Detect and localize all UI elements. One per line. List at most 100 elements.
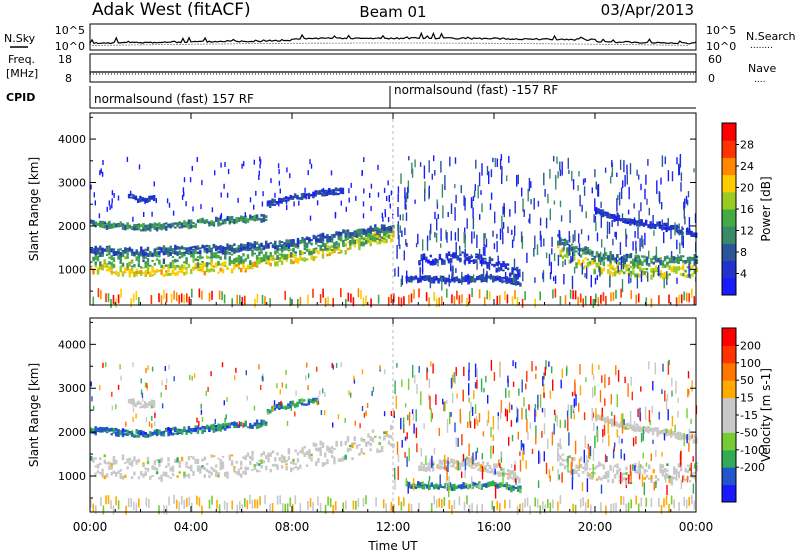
range-cell (150, 404, 153, 409)
range-cell (152, 402, 156, 408)
range-cell (385, 239, 388, 244)
range-cell (468, 259, 471, 264)
range-cell (324, 410, 326, 416)
range-cell (567, 461, 569, 473)
range-cell (635, 247, 637, 255)
range-cell (203, 474, 206, 478)
range-cell (258, 246, 261, 250)
range-cell (144, 251, 147, 256)
range-cell (458, 295, 461, 305)
range-cell (560, 379, 562, 389)
range-cell (326, 445, 329, 450)
range-cell (190, 253, 193, 258)
range-cell (595, 209, 598, 215)
range-cell (547, 438, 549, 449)
range-cell (94, 245, 97, 251)
range-cell (289, 297, 292, 307)
range-cell (643, 477, 646, 480)
range-cell (514, 225, 516, 236)
range-cell (174, 432, 177, 435)
range-cell (609, 464, 612, 469)
range-cell (112, 226, 116, 229)
range-cell (301, 240, 304, 243)
range-cell (500, 471, 503, 477)
range-cell (194, 258, 197, 261)
range-cell (305, 194, 307, 200)
range-cell (482, 431, 485, 437)
colorbar-tick-label: 16 (740, 203, 754, 216)
range-cell (654, 476, 658, 479)
range-cell (466, 461, 469, 466)
range-cell (140, 378, 142, 384)
range-cell (557, 254, 560, 266)
range-cell (367, 229, 370, 232)
range-cell (230, 215, 234, 221)
range-cell (371, 430, 375, 432)
range-cell (668, 261, 671, 264)
range-cell (169, 432, 172, 436)
range-cell (648, 361, 650, 370)
range-cell (667, 360, 670, 375)
range-cell (620, 422, 623, 428)
range-cell (650, 479, 653, 483)
range-cell (280, 250, 284, 253)
range-cell (215, 425, 218, 428)
range-cell (140, 473, 143, 476)
range-cell (655, 450, 657, 457)
range-cell (640, 219, 643, 222)
range-cell (500, 467, 503, 471)
range-cell (151, 415, 153, 421)
range-cell (233, 248, 236, 254)
range-cell (115, 225, 118, 228)
range-cell (92, 248, 95, 254)
range-cell (420, 391, 422, 406)
range-cell (591, 250, 594, 255)
range-cell (680, 294, 683, 304)
range-cell (260, 218, 263, 223)
range-cell (507, 277, 511, 283)
range-cell (615, 257, 618, 265)
range-cell (561, 472, 563, 483)
range-cell (305, 249, 309, 252)
range-cell (680, 182, 682, 192)
range-cell (468, 294, 471, 304)
range-cell (351, 443, 354, 449)
range-cell (137, 430, 141, 435)
range-cell (241, 504, 244, 514)
range-cell (438, 427, 440, 436)
range-cell (687, 371, 690, 379)
range-cell (613, 267, 617, 273)
range-cell (543, 451, 545, 462)
range-cell (446, 288, 448, 298)
range-cell (142, 464, 145, 467)
range-cell (153, 270, 156, 276)
range-cell (367, 441, 370, 445)
range-cell (517, 174, 519, 185)
range-cell (358, 232, 361, 237)
range-cell (456, 461, 460, 467)
range-cell (392, 230, 395, 234)
range-cell (121, 263, 125, 267)
range-cell (527, 431, 529, 440)
range-cell (414, 483, 418, 487)
range-cell (230, 260, 234, 264)
range-cell (124, 224, 127, 230)
range-cell (314, 193, 317, 197)
range-cell (317, 252, 320, 255)
range-cell (121, 254, 125, 258)
range-cell (633, 263, 636, 269)
range-cell (265, 465, 268, 471)
range-cell (120, 375, 122, 381)
range-cell (167, 249, 170, 253)
range-cell (648, 207, 650, 216)
range-cell (487, 481, 490, 486)
range-cell (488, 291, 491, 301)
range-cell (476, 234, 478, 248)
range-cell (344, 229, 347, 235)
range-cell (208, 475, 211, 478)
range-cell (187, 456, 191, 461)
range-cell (321, 237, 325, 242)
range-cell (679, 436, 682, 441)
range-cell (285, 239, 288, 244)
